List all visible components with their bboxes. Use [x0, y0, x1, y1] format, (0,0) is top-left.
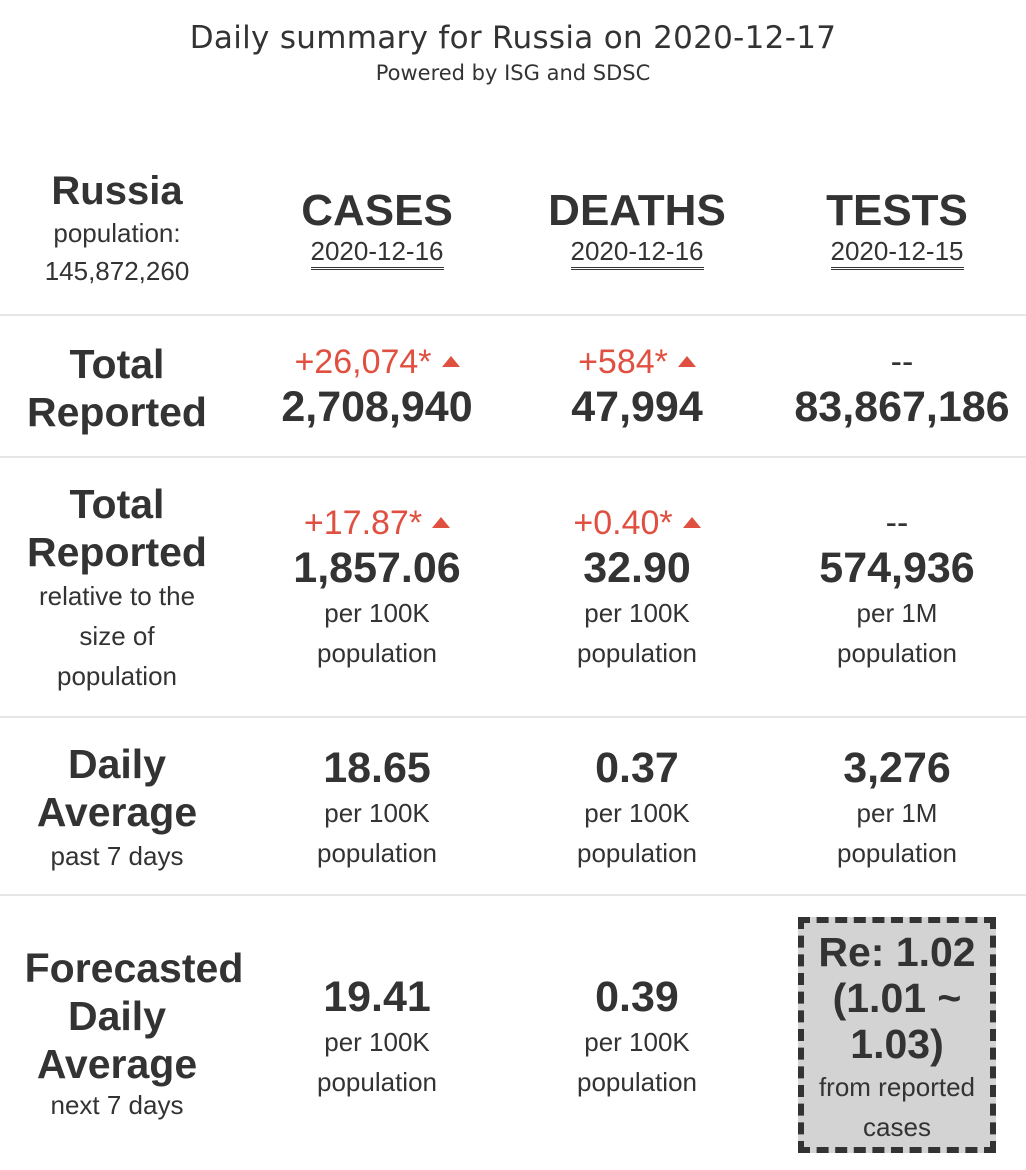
column-date-link[interactable]: 2020-12-16 [570, 236, 704, 270]
forecast-cases-cell: 19.41 per 100K population [248, 972, 506, 1102]
unit-label: per 100K [584, 798, 690, 828]
row-label-line: Reported [27, 529, 207, 575]
relative-value: 1,857.06 [293, 544, 461, 592]
change-value: +17.87* [303, 504, 423, 542]
re-value: Re: 1.02 [818, 929, 976, 975]
row-label-daily-average: Daily Average past 7 days [0, 740, 234, 876]
re-estimate-box: Re: 1.02 (1.01 ~ 1.03) from reported cas… [798, 917, 996, 1153]
row-label-line: Daily [68, 741, 166, 787]
change-indicator: +26,074* [248, 342, 506, 382]
row-sublabel: size of [79, 621, 155, 651]
page-subtitle: Powered by ISG and SDSC [375, 61, 651, 85]
column-date-link[interactable]: 2020-12-16 [310, 236, 444, 270]
row-label-line: Total [69, 341, 165, 387]
row-label-line: Total [69, 481, 165, 527]
row-divider [0, 894, 1026, 896]
daily-value: 0.37 [595, 744, 679, 792]
re-range: (1.01 ~ [832, 975, 962, 1021]
column-title: TESTS [826, 186, 968, 235]
relative-deaths-cell: +0.40* 32.90 per 100K population [508, 503, 766, 673]
total-value: 47,994 [571, 383, 703, 431]
population-label: population: [53, 218, 181, 248]
unit-label: per 100K [324, 798, 430, 828]
change-value: +26,074* [294, 343, 432, 381]
total-value: 2,708,940 [281, 383, 473, 431]
unit-label: population [837, 638, 957, 668]
unit-label: population [577, 838, 697, 868]
column-header-deaths: DEATHS 2020-12-16 [508, 186, 766, 270]
row-sublabel: population [57, 661, 177, 691]
total-value: 83,867,186 [794, 383, 1010, 431]
population-value: 145,872,260 [44, 256, 190, 286]
column-title: CASES [301, 186, 453, 235]
row-sublabel: next 7 days [50, 1090, 184, 1120]
re-source-label: from reported [818, 1072, 976, 1102]
unit-label: population [317, 638, 437, 668]
row-divider [0, 314, 1026, 316]
up-arrow-icon [441, 355, 460, 367]
up-arrow-icon [432, 516, 451, 528]
up-arrow-icon [677, 355, 696, 367]
daily-value: 3,276 [843, 744, 951, 792]
change-value: +584* [578, 343, 668, 381]
re-range: 1.03) [850, 1021, 944, 1067]
change-placeholder: -- [890, 343, 914, 381]
daily-deaths-cell: 0.37 per 100K population [508, 743, 766, 873]
row-divider [0, 716, 1026, 718]
row-label-line: Daily [68, 993, 166, 1039]
page-title: Daily summary for Russia on 2020-12-17 [189, 20, 837, 56]
unit-label: per 100K [324, 1027, 430, 1057]
unit-label: per 100K [584, 598, 690, 628]
unit-label: population [577, 1067, 697, 1097]
unit-label: per 100K [324, 598, 430, 628]
forecast-value: 0.39 [595, 973, 679, 1021]
daily-value: 18.65 [323, 744, 431, 792]
change-indicator: +17.87* [248, 503, 506, 543]
relative-tests-cell: -- 574,936 per 1M population [768, 503, 1026, 673]
unit-label: population [317, 838, 437, 868]
row-label-line: Reported [27, 389, 207, 435]
column-title: DEATHS [548, 186, 726, 235]
relative-cases-cell: +17.87* 1,857.06 per 100K population [248, 503, 506, 673]
row-label-line: Forecasted [24, 945, 244, 991]
daily-tests-cell: 3,276 per 1M population [768, 743, 1026, 873]
row-label-line: Average [36, 1041, 198, 1087]
column-header-tests: TESTS 2020-12-15 [768, 186, 1026, 270]
row-label-total-reported: Total Reported [0, 340, 234, 436]
unit-label: population [577, 638, 697, 668]
unit-label: population [837, 838, 957, 868]
relative-value: 574,936 [819, 544, 975, 592]
page-header: Daily summary for Russia on 2020-12-17 P… [0, 18, 1026, 86]
country-summary: Russia population: 145,872,260 [0, 168, 234, 290]
row-sublabel: relative to the [38, 581, 196, 611]
unit-label: per 1M [856, 798, 938, 828]
relative-value: 32.90 [583, 544, 691, 592]
daily-cases-cell: 18.65 per 100K population [248, 743, 506, 873]
row-label-relative: Total Reported relative to the size of p… [0, 480, 234, 696]
change-indicator: +0.40* [508, 503, 766, 543]
up-arrow-icon [682, 516, 701, 528]
row-label-line: Average [36, 789, 198, 835]
row-sublabel: past 7 days [50, 841, 184, 871]
row-label-forecast: Forecasted Daily Average next 7 days [0, 944, 268, 1122]
unit-label: per 1M [856, 598, 938, 628]
change-value: +0.40* [573, 504, 673, 542]
column-header-cases: CASES 2020-12-16 [248, 186, 506, 270]
forecast-deaths-cell: 0.39 per 100K population [508, 972, 766, 1102]
change-placeholder: -- [885, 504, 909, 542]
country-name: Russia [51, 169, 183, 213]
unit-label: per 100K [584, 1027, 690, 1057]
total-tests-cell: -- 83,867,186 [778, 342, 1026, 432]
row-divider [0, 456, 1026, 458]
forecast-value: 19.41 [323, 973, 431, 1021]
total-cases-cell: +26,074* 2,708,940 [248, 342, 506, 432]
re-source-label: cases [863, 1112, 931, 1142]
column-date-link[interactable]: 2020-12-15 [830, 236, 964, 270]
unit-label: population [317, 1067, 437, 1097]
change-indicator: +584* [508, 342, 766, 382]
total-deaths-cell: +584* 47,994 [508, 342, 766, 432]
